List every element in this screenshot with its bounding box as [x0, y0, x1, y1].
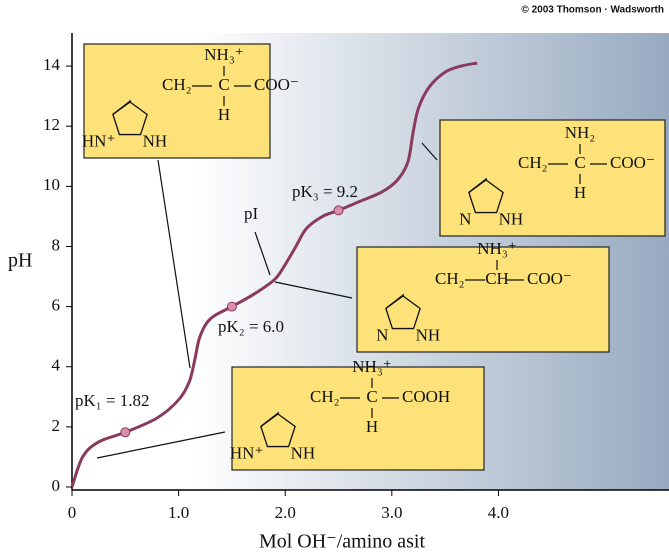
leader-line [157, 159, 191, 369]
structure-box [439, 119, 666, 237]
leader-line [254, 231, 271, 276]
chain-left: CH₂ [162, 75, 192, 94]
y-tick-label: 14 [43, 55, 61, 74]
y-axis-label: pH [8, 250, 32, 272]
ring-n: N [459, 209, 471, 228]
annotation: pI [244, 204, 259, 223]
amine: NH₃⁺ [352, 357, 391, 376]
credit: © 2003 Thomson · Wadsworth [521, 5, 664, 16]
ring-nh: NH [143, 131, 168, 150]
ring-n: N [376, 325, 388, 344]
ring-n: HN⁺ [82, 131, 116, 150]
structure: N NH CH₂ CH COO⁻ NH₃⁺ [356, 239, 610, 353]
bond [385, 293, 405, 309]
ring-n: HN⁺ [230, 443, 264, 462]
x-tick-label: 2.0 [275, 503, 296, 522]
y-tick-label: 8 [52, 235, 61, 254]
amine: NH₃⁺ [477, 239, 516, 258]
chain-right: COO⁻ [527, 269, 572, 288]
pk-point [120, 427, 131, 438]
structure: N NH CH₂ C COO⁻ NH₂ H [439, 119, 666, 237]
hydrogen: H [366, 417, 378, 436]
chain-left: CH₂ [435, 269, 465, 288]
annotation: pK₁ = 1.82 [75, 391, 150, 410]
annotation: pK₂ = 6.0 [218, 317, 284, 336]
chain-mid: CH [485, 269, 509, 288]
y-tick-label: 6 [52, 296, 61, 315]
y-tick-label: 12 [43, 115, 60, 134]
ring-nh: NH [499, 209, 524, 228]
chain-right: COO⁻ [610, 153, 655, 172]
annotation: pK₃ = 9.2 [292, 182, 358, 201]
y-tick-label: 0 [52, 476, 61, 495]
hydrogen: H [574, 183, 586, 202]
leader-line [274, 281, 353, 299]
chain-left: CH₂ [310, 387, 340, 406]
x-tick-label: 0 [68, 503, 77, 522]
bond [468, 177, 488, 193]
structure: HN⁺ NH CH₂ C COOH NH₃⁺ H [230, 357, 485, 471]
structure-box [83, 43, 271, 159]
bond [112, 99, 132, 115]
hydrogen: H [218, 105, 230, 124]
amine: NH₃⁺ [204, 45, 243, 64]
x-tick-label: 3.0 [381, 503, 402, 522]
chain-mid: C [366, 387, 377, 406]
chain-right: COOH [402, 387, 450, 406]
x-tick-label: 1.0 [168, 503, 189, 522]
structure-box [231, 366, 485, 471]
chain-mid: C [574, 153, 585, 172]
leader-line [421, 142, 438, 161]
chain-mid: C [218, 75, 229, 94]
leader-line [96, 431, 226, 459]
x-axis-label: Mol OH⁻/amino asit [259, 531, 426, 553]
structure: HN⁺ NH CH₂ C COO⁻ NH₃⁺ H [82, 43, 299, 159]
pk-point [226, 301, 237, 312]
y-tick-label: 2 [52, 416, 61, 435]
chain-left: CH₂ [518, 153, 548, 172]
ring-nh: NH [416, 325, 441, 344]
chain-right: COO⁻ [254, 75, 299, 94]
bond [260, 411, 280, 427]
y-tick-label: 4 [52, 356, 61, 375]
ring-nh: NH [291, 443, 316, 462]
x-tick-label: 4.0 [488, 503, 509, 522]
titration-curve [70, 61, 478, 488]
y-tick-label: 10 [43, 175, 60, 194]
pk-point [333, 205, 344, 216]
amine: NH₂ [565, 123, 595, 142]
structure-box [356, 246, 610, 353]
